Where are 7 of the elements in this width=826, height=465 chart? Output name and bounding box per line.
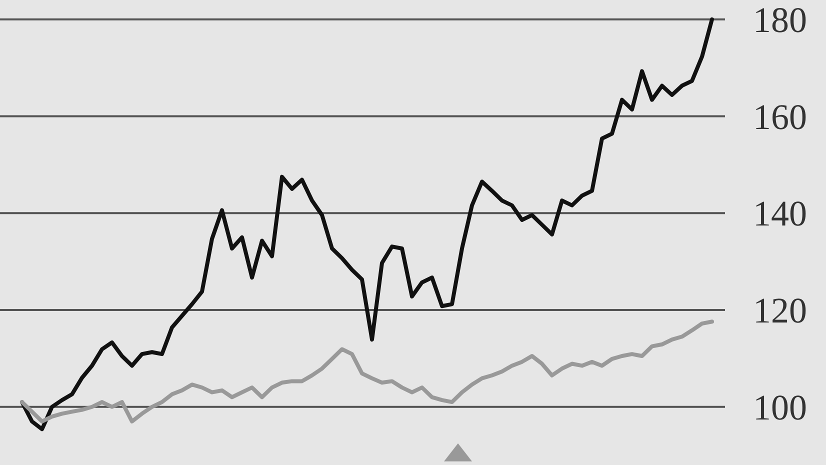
y-tick-label: 100 [753,387,807,428]
line-series [20,17,714,432]
y-tick-label: 140 [753,194,807,234]
line-series [20,320,714,424]
y-tick-label: 160 [753,96,807,137]
y-tick-label: 180 [753,0,807,40]
y-tick-label: 120 [753,290,807,331]
